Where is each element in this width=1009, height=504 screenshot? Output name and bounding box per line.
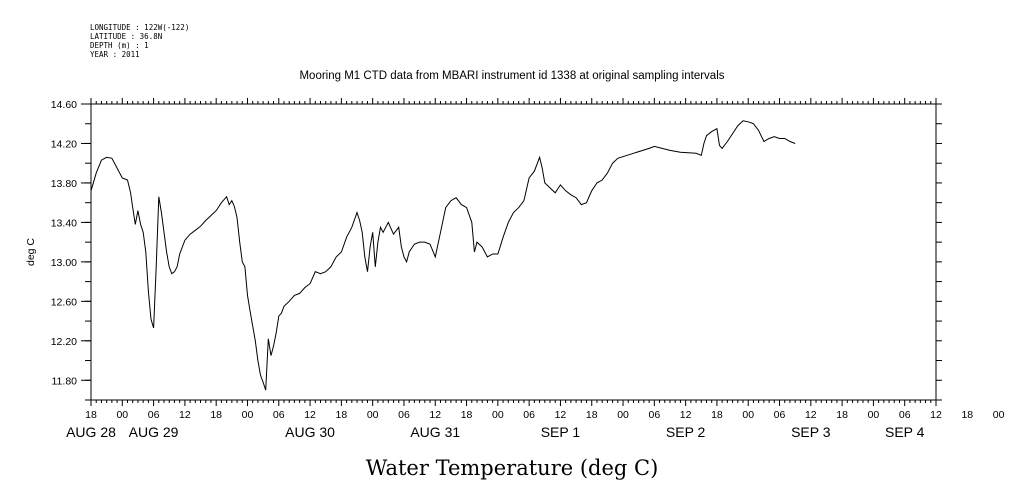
x-axis: 18 00 06 12 18 00 06 12 18 00 06 12 18 00 06 12 18 00 06 12… [66, 98, 1005, 440]
x-hour-tick-label: 18 [210, 409, 222, 421]
x-hour-tick-label: 00 [993, 409, 1005, 421]
x-hour-tick-label: 18 [586, 409, 598, 421]
x-hour-tick-label: 00 [367, 409, 379, 421]
x-date-label: AUG 28 [66, 424, 116, 440]
x-hour-tick-label: 06 [523, 409, 535, 421]
x-date-label: AUG 29 [129, 424, 179, 440]
x-date-label: SEP 2 [666, 424, 706, 440]
x-axis-label: Water Temperature (deg C) [366, 456, 659, 480]
x-hour-tick-label: 06 [899, 409, 911, 421]
x-hour-tick-label: 06 [648, 409, 660, 421]
x-hour-tick-label: 00 [116, 409, 128, 421]
x-hour-tick-label: 12 [304, 409, 316, 421]
x-hour-tick-label: 18 [961, 409, 973, 421]
y-tick-label: 13.80 [51, 178, 77, 190]
y-tick-label: 14.20 [51, 138, 77, 150]
chart-title: Mooring M1 CTD data from MBARI instrumen… [299, 70, 724, 82]
x-hour-tick-label: 18 [711, 409, 723, 421]
x-date-label: SEP 1 [541, 424, 581, 440]
x-hour-tick-label: 12 [930, 409, 942, 421]
x-hour-tick-label: 18 [85, 409, 97, 421]
x-hour-tick-label: 00 [617, 409, 629, 421]
x-hour-tick-label: 06 [148, 409, 160, 421]
y-tick-label: 13.00 [51, 257, 77, 269]
meta-depth: DEPTH (m) : 1 [90, 41, 149, 50]
meta-info: LONGITUDE : 122W(-122) LATITUDE : 36.8N … [90, 23, 189, 59]
meta-longitude: LONGITUDE : 122W(-122) [90, 23, 189, 32]
x-hour-tick-label: 00 [868, 409, 880, 421]
x-hour-tick-label: 00 [242, 409, 254, 421]
x-date-label: SEP 4 [885, 424, 925, 440]
x-hour-tick-label: 12 [429, 409, 441, 421]
x-date-label: SEP 3 [791, 424, 831, 440]
plot-frame [90, 103, 937, 401]
y-tick-label: 13.40 [51, 217, 77, 229]
y-tick-label: 14.60 [51, 99, 77, 111]
x-hour-tick-label: 00 [492, 409, 504, 421]
x-hour-tick-label: 06 [398, 409, 410, 421]
x-hour-tick-label: 18 [836, 409, 848, 421]
x-hour-tick-label: 00 [742, 409, 754, 421]
x-hour-tick-label: 06 [774, 409, 786, 421]
meta-latitude: LATITUDE : 36.8N [90, 32, 162, 41]
y-axis-label: deg C [25, 238, 37, 266]
x-hour-tick-label: 18 [461, 409, 473, 421]
x-hour-tick-label: 12 [805, 409, 817, 421]
x-hour-tick-label: 12 [680, 409, 692, 421]
y-axis: 14.60 14.20 13.80 13.40 13.00 12.60 12.20 11.80 [51, 99, 942, 401]
series-line [90, 120, 796, 391]
x-hour-tick-label: 12 [555, 409, 567, 421]
y-tick-label: 12.20 [51, 336, 77, 348]
y-tick-label: 12.60 [51, 296, 77, 308]
y-tick-label: 11.80 [52, 375, 78, 387]
meta-year: YEAR : 2011 [90, 50, 140, 59]
x-hour-tick-label: 12 [179, 409, 191, 421]
x-date-label: AUG 30 [285, 424, 335, 440]
x-date-label: AUG 31 [410, 424, 460, 440]
x-hour-tick-label: 18 [336, 409, 348, 421]
x-hour-tick-label: 06 [273, 409, 285, 421]
